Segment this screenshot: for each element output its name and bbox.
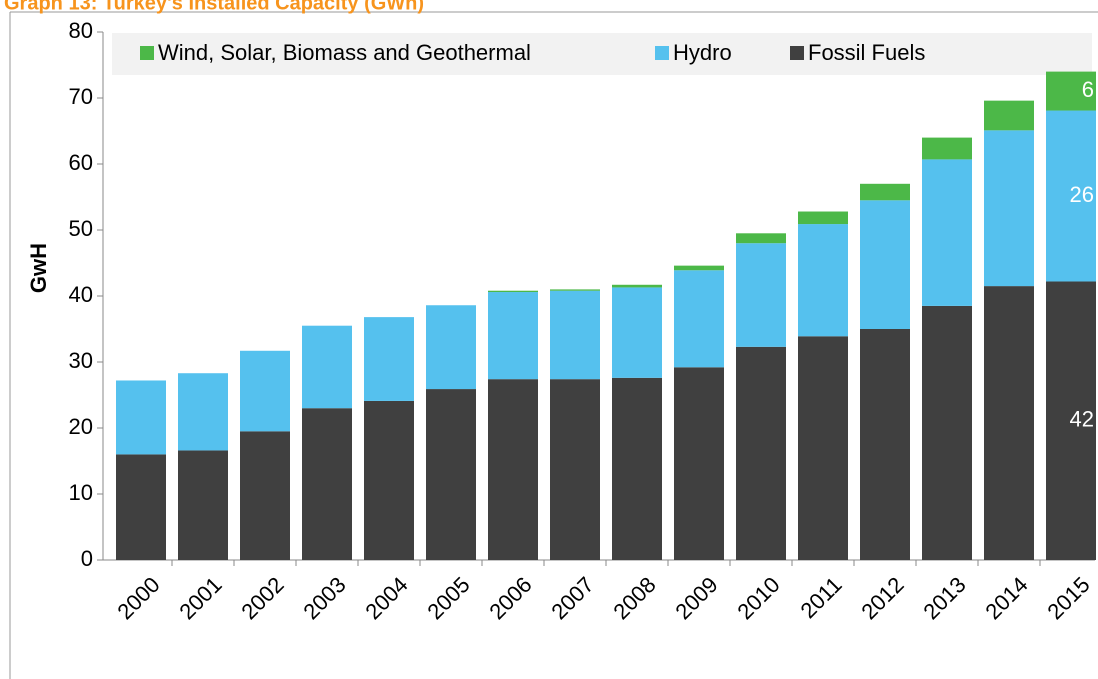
bar-segment xyxy=(488,290,538,293)
x-tick-label: 2015 xyxy=(1042,572,1094,624)
y-tick-label: 0 xyxy=(81,546,93,571)
legend-swatch xyxy=(790,46,804,60)
bar-segment xyxy=(178,373,228,451)
bar-segment xyxy=(178,450,228,560)
legend-swatch xyxy=(655,46,669,60)
bar-segment xyxy=(922,137,972,160)
bar-segment xyxy=(860,329,910,560)
x-tick-label: 2007 xyxy=(546,572,598,624)
y-tick-label: 50 xyxy=(69,216,93,241)
bar-segment xyxy=(488,379,538,560)
x-tick-label: 2012 xyxy=(856,572,908,624)
bar-segment xyxy=(674,270,724,368)
bar-segment xyxy=(736,233,786,244)
bar-segment xyxy=(984,100,1034,131)
bar-segment xyxy=(116,380,166,455)
bar-segment xyxy=(488,292,538,380)
x-tick-label: 2000 xyxy=(112,572,164,624)
data-label: 26 xyxy=(1070,182,1094,207)
y-tick-label: 20 xyxy=(69,414,93,439)
x-tick-label: 2005 xyxy=(422,572,474,624)
bar-segment xyxy=(364,400,414,560)
bar-segment xyxy=(922,159,972,306)
bar-segment xyxy=(736,346,786,560)
bar-segment xyxy=(302,325,352,409)
bar-segment xyxy=(674,367,724,560)
bar-segment xyxy=(240,350,290,432)
x-tick-label: 2009 xyxy=(670,572,722,624)
bar-segment xyxy=(612,284,662,288)
bar-segment xyxy=(240,431,290,560)
bar-segment xyxy=(1046,71,1096,111)
x-tick-label: 2006 xyxy=(484,572,536,624)
y-tick-label: 10 xyxy=(69,480,93,505)
x-tick-label: 2010 xyxy=(732,572,784,624)
bar-segment xyxy=(860,200,910,329)
x-tick-label: 2001 xyxy=(174,572,226,624)
chart-title: Graph 13: Turkey's Installed Capacity (G… xyxy=(4,0,424,14)
y-tick-label: 60 xyxy=(69,150,93,175)
x-tick-label: 2014 xyxy=(980,572,1032,624)
bar-segment xyxy=(984,130,1034,287)
bar-segment xyxy=(612,377,662,560)
y-axis-label: GwH xyxy=(26,243,51,293)
legend-label: Wind, Solar, Biomass and Geothermal xyxy=(158,40,531,65)
bar-segment xyxy=(550,289,600,291)
bar-segment xyxy=(426,389,476,560)
y-tick-label: 40 xyxy=(69,282,93,307)
bar-segment xyxy=(798,211,848,225)
legend-swatch xyxy=(140,46,154,60)
bar-segment xyxy=(612,287,662,378)
bar-segment xyxy=(550,290,600,380)
y-tick-label: 30 xyxy=(69,348,93,373)
data-label: 42 xyxy=(1070,407,1094,432)
x-tick-label: 2004 xyxy=(360,572,412,624)
bar-segment xyxy=(1046,281,1096,560)
bar-segment xyxy=(798,224,848,337)
x-tick-label: 2002 xyxy=(236,572,288,624)
bar-segment xyxy=(426,305,476,390)
bar-segment xyxy=(798,336,848,560)
bar-segment xyxy=(674,265,724,271)
bar-segment xyxy=(860,183,910,201)
bar-segment xyxy=(116,454,166,560)
bar-segment xyxy=(302,408,352,560)
bar-segment xyxy=(736,243,786,347)
x-tick-label: 2008 xyxy=(608,572,660,624)
data-label: 6 xyxy=(1082,77,1094,102)
x-tick-label: 2013 xyxy=(918,572,970,624)
legend-box xyxy=(112,33,1092,75)
y-tick-label: 80 xyxy=(69,18,93,43)
bar-segment xyxy=(984,286,1034,560)
bar-segment xyxy=(922,305,972,560)
legend-label: Fossil Fuels xyxy=(808,40,925,65)
legend-label: Hydro xyxy=(673,40,732,65)
bar-segment xyxy=(364,317,414,401)
x-tick-label: 2011 xyxy=(796,572,847,623)
bar-segment xyxy=(550,379,600,560)
y-tick-label: 70 xyxy=(69,84,93,109)
x-tick-label: 2003 xyxy=(298,572,350,624)
bar-segment xyxy=(1046,110,1096,282)
